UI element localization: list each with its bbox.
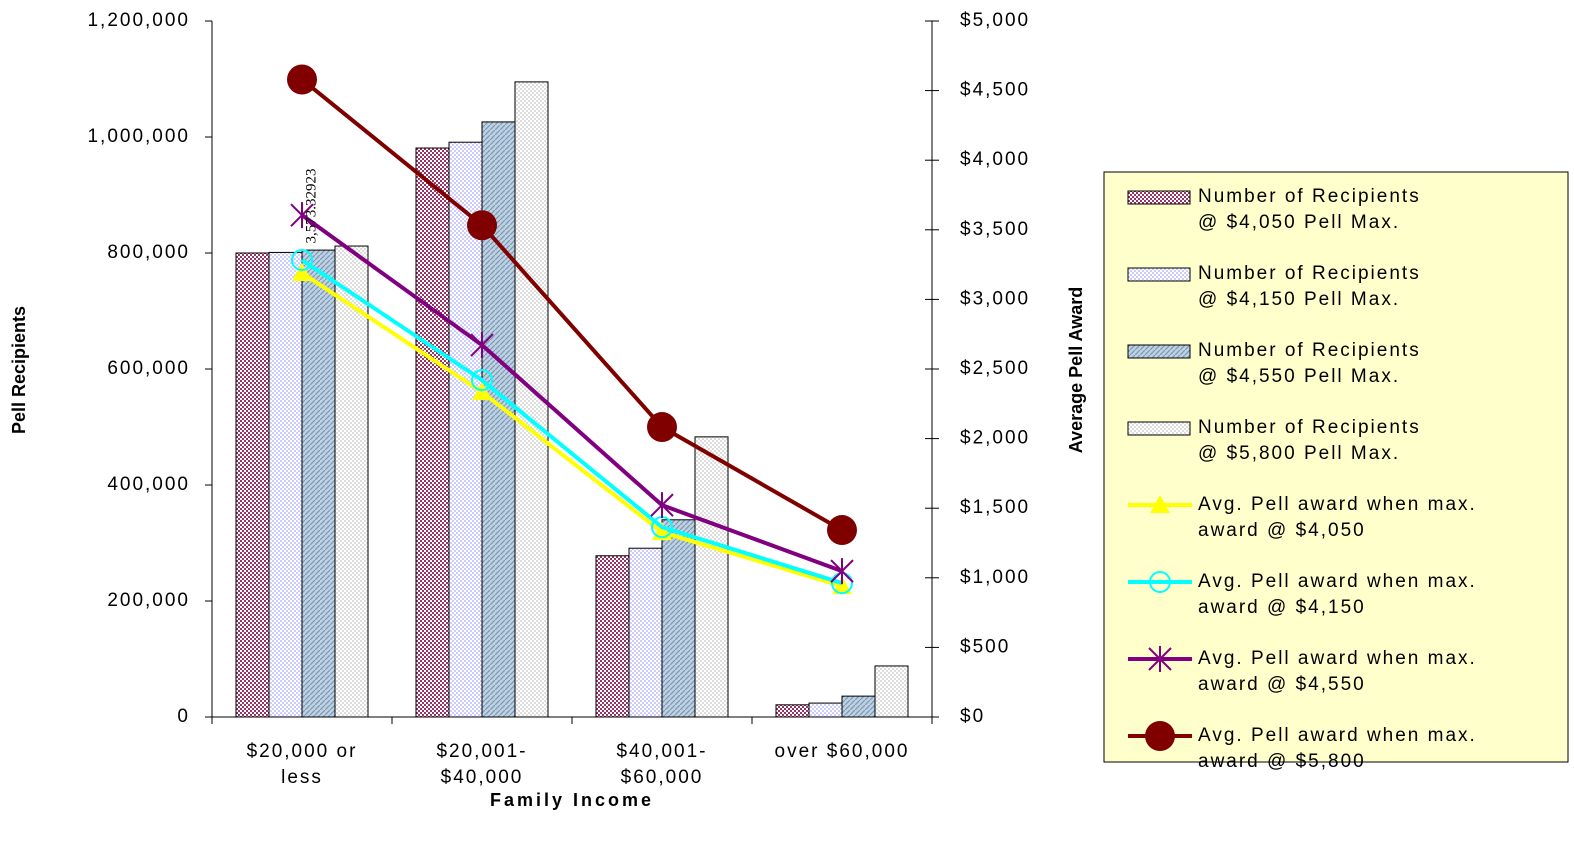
y-tick-label: 0: [177, 706, 190, 727]
line: [300, 77, 843, 532]
bar: [301, 249, 336, 718]
y2-tick-label: $2,000: [960, 428, 1030, 449]
legend-label: Number of Recipients @ $5,800 Pell Max.: [1198, 417, 1421, 464]
marker: [1148, 646, 1172, 672]
legend-label: Number of Recipients @ $4,050 Pell Max.: [1198, 186, 1421, 233]
y2-tick-label: $500: [960, 636, 1010, 657]
x-tick-label: $40,001- $60,000: [616, 741, 708, 788]
bar: [268, 251, 303, 718]
marker: [1150, 495, 1170, 513]
legend-label: Avg. Pell award when max. award @ $4,550: [1198, 648, 1477, 695]
bar: [694, 436, 729, 718]
y-tick-label: 600,000: [107, 358, 190, 379]
bar: [808, 702, 843, 718]
marker: [467, 210, 497, 241]
line: [300, 213, 843, 573]
line: [300, 258, 843, 585]
y2-tick-label: $0: [960, 706, 985, 727]
bar: [661, 519, 696, 718]
y2-axis-title: Average Pell Award: [1066, 287, 1086, 453]
y-tick-label: 800,000: [107, 242, 190, 263]
bar: [775, 704, 810, 718]
legend-label: Avg. Pell award when max. award @ $5,800: [1198, 725, 1477, 772]
bar: [841, 695, 876, 718]
y2-tick-label: $3,500: [960, 219, 1030, 240]
marker: [290, 202, 314, 229]
bar: [334, 245, 369, 718]
marker: [287, 64, 317, 95]
y-tick-label: 1,000,000: [87, 126, 190, 147]
y2-tick-label: $1,000: [960, 567, 1030, 588]
marker: [471, 369, 493, 392]
legend-swatch: [1127, 421, 1191, 436]
y2-tick-label: $2,500: [960, 358, 1030, 379]
marker: [832, 576, 852, 595]
marker: [291, 249, 313, 272]
legend-label: Avg. Pell award when max. award @ $4,050: [1198, 494, 1477, 541]
y-tick-label: 1,200,000: [87, 10, 190, 31]
legend-swatch: [1127, 190, 1191, 205]
y-tick-label: 200,000: [107, 590, 190, 611]
y-tick-label: 400,000: [107, 474, 190, 495]
bar: [415, 147, 450, 718]
legend-label: Number of Recipients @ $4,550 Pell Max.: [1198, 340, 1421, 387]
marker: [1149, 571, 1171, 593]
annotation: 3,573.32923: [303, 169, 319, 244]
x-tick-label: $20,001- $40,000: [436, 741, 528, 788]
x-tick-label: over $60,000: [774, 741, 910, 762]
legend-label: Number of Recipients @ $4,150 Pell Max.: [1198, 263, 1421, 310]
x-axis-title: Family Income: [490, 790, 654, 810]
legend-swatch: [1127, 344, 1191, 359]
marker: [470, 332, 494, 359]
y2-tick-label: $4,000: [960, 149, 1030, 170]
y-axis-title: Pell Recipients: [9, 306, 29, 434]
legend-label: Avg. Pell award when max. award @ $4,150: [1198, 571, 1477, 618]
marker: [1145, 721, 1175, 751]
x-tick-label: $20,000 or less: [246, 741, 358, 788]
marker: [647, 412, 677, 443]
bar: [628, 547, 663, 718]
marker: [292, 262, 312, 281]
y2-tick-label: $5,000: [960, 10, 1030, 31]
bar: [235, 252, 270, 718]
legend-swatch: [1127, 267, 1191, 282]
line: [300, 271, 843, 589]
bar: [874, 665, 909, 718]
bar: [595, 555, 630, 718]
y2-tick-label: $4,500: [960, 80, 1030, 101]
y2-tick-label: $1,500: [960, 497, 1030, 518]
marker: [650, 492, 674, 519]
y2-tick-label: $3,000: [960, 288, 1030, 309]
marker: [830, 558, 854, 585]
marker: [827, 515, 857, 546]
